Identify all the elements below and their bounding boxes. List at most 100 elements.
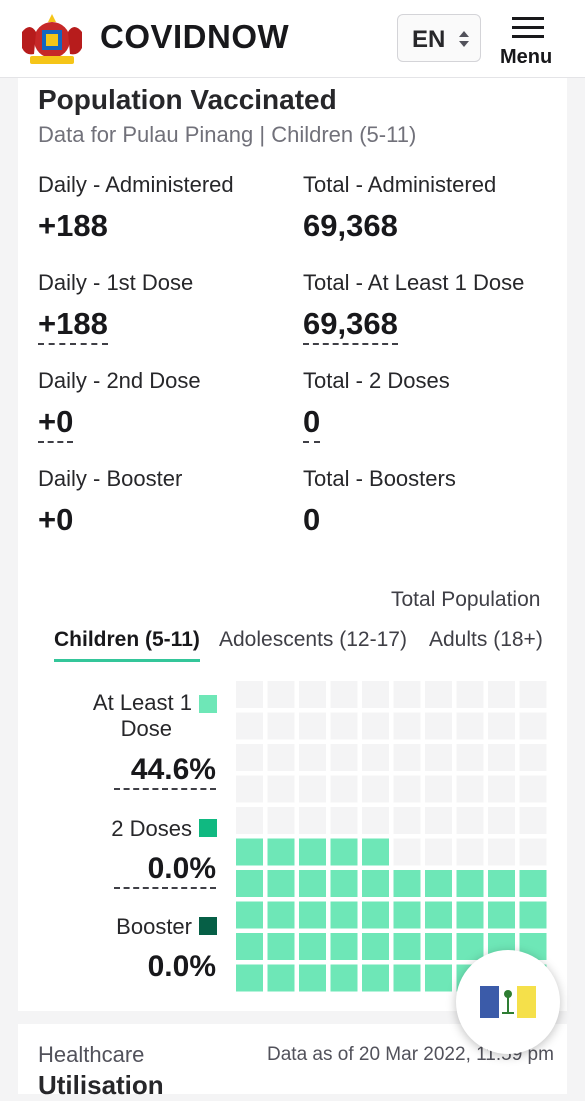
waffle-cell-filled [236, 964, 263, 992]
waffle-cell-empty [519, 744, 547, 771]
waffle-cell-empty [236, 712, 263, 740]
stat-value-total-at-least-1-dose[interactable]: 69,368 [303, 306, 398, 345]
stat-value-total-administered: 69,368 [303, 208, 398, 243]
waffle-cell-filled [330, 964, 358, 992]
tab-adolescents[interactable]: Adolescents (12-17) [219, 628, 407, 651]
waffle-cell-empty [488, 775, 515, 803]
legend-at-least-1-dose-line2: Dose [120, 716, 172, 741]
legend-2-doses-swatch [199, 819, 217, 837]
waffle-cell-empty [393, 838, 421, 866]
waffle-cell-filled [299, 901, 326, 929]
waffle-cell-empty [488, 744, 515, 771]
waffle-cell-empty [488, 807, 515, 834]
healthcare-subtitle: Utilisation [38, 1070, 164, 1100]
waffle-cell-empty [425, 775, 452, 803]
waffle-cell-empty [519, 775, 547, 803]
stat-value-total-2-doses[interactable]: 0 [303, 404, 321, 443]
waffle-cell-filled [456, 933, 484, 960]
waffle-cell-filled [330, 870, 358, 897]
waffle-cell-empty [456, 838, 484, 866]
waffle-cell-filled [267, 933, 295, 960]
waffle-cell-empty [519, 807, 547, 834]
waffle-cell-empty [299, 775, 326, 803]
waffle-cell-empty [330, 807, 358, 834]
waffle-cell-empty [299, 807, 326, 834]
waffle-cell-empty [456, 807, 484, 834]
card-title: Population Vaccinated [38, 84, 337, 115]
app-brand[interactable]: COVIDNOW [100, 18, 290, 55]
total-population-label: Total Population [391, 588, 541, 611]
waffle-cell-empty [330, 712, 358, 740]
legend-at-least-1-dose-percent[interactable]: 44.6% [114, 753, 216, 790]
stat-label-daily-2nd-dose: Daily - 2nd Dose [38, 368, 201, 393]
waffle-cell-filled [362, 838, 389, 866]
waffle-cell-filled [299, 933, 326, 960]
menu-label: Menu [500, 46, 553, 68]
vaccination-waffle-chart [236, 681, 547, 992]
waffle-cell-empty [393, 775, 421, 803]
sort-caret-icon [459, 31, 469, 47]
malaysia-coat-of-arms-icon[interactable] [16, 10, 88, 66]
waffle-cell-empty [236, 807, 263, 834]
waffle-cell-filled [425, 964, 452, 992]
waffle-cell-filled [519, 901, 547, 929]
stat-value-daily-1st-dose[interactable]: +188 [38, 306, 108, 345]
healthcare-title: Healthcare [38, 1042, 145, 1067]
penang-flag-icon [480, 986, 536, 1018]
stat-label-daily-1st-dose: Daily - 1st Dose [38, 270, 194, 295]
waffle-cell-filled [236, 870, 263, 897]
stat-value-total-boosters: 0 [303, 502, 321, 537]
stat-label-daily-administered: Daily - Administered [38, 172, 234, 197]
waffle-cell-filled [299, 838, 326, 866]
legend-2-doses-percent[interactable]: 0.0% [114, 852, 216, 889]
waffle-cell-empty [393, 807, 421, 834]
language-select[interactable]: EN [397, 14, 481, 62]
waffle-cell-filled [393, 870, 421, 897]
waffle-cell-filled [267, 870, 295, 897]
waffle-cell-empty [488, 838, 515, 866]
waffle-cell-empty [393, 681, 421, 708]
waffle-cell-empty [267, 744, 295, 771]
waffle-cell-filled [456, 901, 484, 929]
top-navbar: COVIDNOW EN Menu [0, 0, 585, 78]
waffle-cell-empty [456, 681, 484, 708]
legend-2-doses-label: 2 Doses [111, 816, 192, 841]
waffle-cell-filled [456, 870, 484, 897]
waffle-cell-empty [393, 712, 421, 740]
stat-label-total-administered: Total - Administered [303, 172, 497, 197]
waffle-cell-filled [425, 870, 452, 897]
menu-button[interactable]: Menu [498, 14, 560, 70]
legend-booster-percent: 0.0% [147, 950, 216, 983]
waffle-cell-empty [362, 744, 389, 771]
waffle-cell-empty [267, 681, 295, 708]
tab-adults[interactable]: Adults (18+) [429, 628, 543, 651]
waffle-cell-filled [425, 933, 452, 960]
waffle-cell-empty [267, 807, 295, 834]
population-vaccinated-card: Population Vaccinated Data for Pulau Pin… [18, 78, 567, 1011]
waffle-cell-filled [362, 964, 389, 992]
waffle-cell-empty [330, 681, 358, 708]
waffle-cell-filled [425, 901, 452, 929]
stat-label-total-at-least-1-dose: Total - At Least 1 Dose [303, 270, 525, 295]
waffle-cell-filled [299, 964, 326, 992]
waffle-cell-empty [456, 775, 484, 803]
waffle-cell-filled [330, 933, 358, 960]
data-date: Data as of 20 Mar 2022, 11:59 pm [267, 1044, 554, 1065]
stat-value-daily-2nd-dose[interactable]: +0 [38, 404, 74, 443]
waffle-cell-empty [425, 681, 452, 708]
waffle-cell-filled [236, 933, 263, 960]
waffle-cell-empty [299, 681, 326, 708]
waffle-cell-filled [362, 933, 389, 960]
waffle-cell-empty [456, 744, 484, 771]
waffle-cell-empty [299, 712, 326, 740]
state-flag-button[interactable] [456, 950, 560, 1054]
legend-at-least-1-dose-label: At Least 1 Dose [58, 690, 192, 742]
waffle-cell-filled [267, 964, 295, 992]
waffle-cell-filled [267, 838, 295, 866]
waffle-cell-filled [362, 901, 389, 929]
waffle-cell-filled [330, 901, 358, 929]
waffle-cell-empty [488, 712, 515, 740]
waffle-cell-empty [267, 712, 295, 740]
tab-children[interactable]: Children (5-11) [54, 628, 200, 662]
waffle-cell-filled [236, 901, 263, 929]
